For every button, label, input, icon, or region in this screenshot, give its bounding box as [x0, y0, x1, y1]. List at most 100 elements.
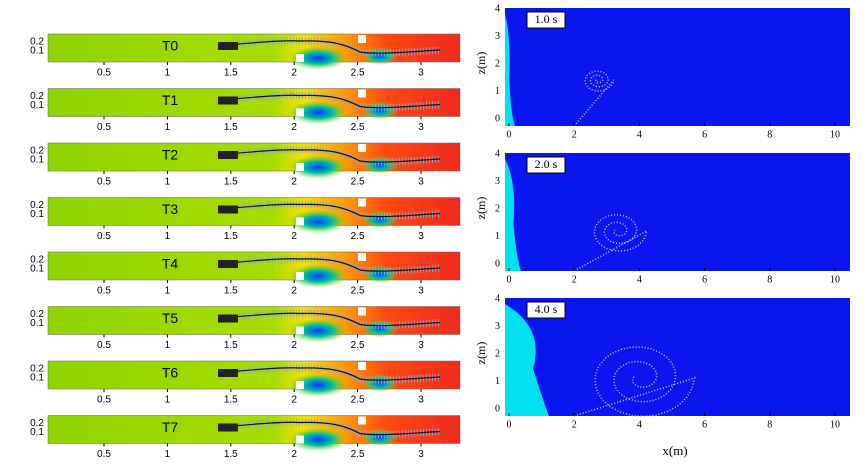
- y-tick-label: 1: [495, 86, 500, 97]
- y-tick-label: 2: [495, 58, 500, 69]
- x-tick-label: 4: [637, 274, 642, 285]
- x-tick-label: 1: [165, 449, 171, 460]
- streamline: [217, 149, 441, 163]
- x-tick-label: 2: [291, 122, 297, 133]
- field-strip: [47, 33, 461, 63]
- field-strip: [47, 415, 461, 444]
- y-tick-label: 3: [495, 176, 500, 187]
- notch: [358, 362, 366, 370]
- x-tick-label: 2.5: [351, 449, 365, 460]
- notch: [358, 144, 366, 152]
- x-tick-label: 6: [702, 274, 707, 285]
- x-tick-label: 3: [418, 286, 424, 297]
- y-tick-label: 2: [495, 203, 500, 214]
- field-blob: [362, 374, 398, 392]
- x-tick-label: 6: [702, 129, 707, 140]
- inlet-hatch: [218, 42, 238, 50]
- y-tick-label: 0.1: [30, 209, 44, 220]
- water-column: [505, 304, 549, 416]
- x-tick-label: 0.5: [97, 449, 111, 460]
- field-blob: [362, 47, 398, 65]
- x-tick-label: 1: [165, 122, 171, 133]
- field-blob: [288, 155, 348, 179]
- strip-label: T3: [162, 201, 179, 217]
- x-tick-label: 3: [418, 177, 424, 188]
- x-tick-label: 1.5: [224, 395, 238, 406]
- streamline: [217, 421, 441, 436]
- field-blob: [288, 209, 348, 234]
- x-tick-label: 0: [507, 274, 512, 285]
- y-tick-label: 0.1: [30, 373, 44, 384]
- y-tick-label: 0: [495, 113, 500, 124]
- y-tick-label: 3: [495, 31, 500, 42]
- field-blob: [288, 318, 348, 343]
- x-tick-label: 0: [507, 419, 512, 430]
- x-tick-label: 1.5: [224, 340, 238, 351]
- notch: [296, 381, 304, 389]
- y-tick-label: 0.2: [30, 200, 44, 211]
- x-tick-label: 3: [418, 395, 424, 406]
- y-axis-label: z(m): [474, 342, 488, 365]
- time-label: 4.0 s: [535, 302, 558, 316]
- time-label: 2.0 s: [535, 157, 558, 171]
- x-tick-label: 10: [830, 129, 840, 140]
- field-blob: [362, 156, 398, 174]
- x-tick-label: 8: [767, 419, 772, 430]
- field-blob: [288, 427, 348, 452]
- x-tick-label: 2.5: [351, 231, 365, 242]
- x-tick-label: 2: [291, 231, 297, 242]
- field-blob: [288, 100, 348, 125]
- y-tick-label: 3: [495, 321, 500, 332]
- x-tick-label: 0.5: [97, 395, 111, 406]
- x-tick-label: 2: [291, 177, 297, 188]
- field-strip: [47, 197, 461, 226]
- x-tick-label: 1: [165, 395, 171, 406]
- y-tick-label: 4: [495, 148, 500, 159]
- x-tick-label: 2: [291, 286, 297, 297]
- field-blob: [362, 210, 398, 229]
- y-tick-label: 0.1: [30, 318, 44, 329]
- notch: [296, 217, 304, 226]
- field-strip: [47, 251, 461, 281]
- streamline: [217, 40, 441, 54]
- field-blob: [362, 101, 398, 120]
- y-tick-label: 4: [495, 3, 500, 14]
- x-tick-label: 0.5: [97, 68, 111, 79]
- strip-label: T7: [162, 419, 179, 435]
- water-column: [505, 159, 521, 271]
- y-tick-label: 0.2: [30, 309, 44, 320]
- x-tick-label: 1: [165, 340, 171, 351]
- y-tick-label: 0: [495, 403, 500, 414]
- streamline: [217, 258, 441, 272]
- y-axis-label: z(m): [474, 197, 488, 220]
- field-blob: [288, 264, 348, 288]
- y-tick-label: 0.1: [30, 46, 44, 57]
- x-tick-label: 8: [767, 129, 772, 140]
- strip-label: T5: [162, 310, 179, 326]
- y-tick-label: 1: [495, 231, 500, 242]
- streamline: [217, 312, 441, 327]
- notch: [296, 326, 304, 335]
- water-column: [505, 14, 515, 126]
- y-tick-label: 1: [495, 376, 500, 387]
- x-tick-label: 3: [418, 449, 424, 460]
- streamline: [217, 203, 441, 218]
- x-tick-label: 2: [291, 340, 297, 351]
- y-tick-label: 0.2: [30, 37, 44, 48]
- notch: [358, 307, 366, 316]
- notch: [296, 108, 304, 117]
- x-tick-label: 1: [165, 286, 171, 297]
- field-strip: [47, 360, 461, 390]
- notch: [358, 35, 366, 43]
- y-tick-label: 0.1: [30, 264, 44, 275]
- x-tick-label: 2.5: [351, 122, 365, 133]
- time-box: [526, 156, 566, 174]
- inlet-hatch: [218, 369, 238, 377]
- x-tick-label: 2.5: [351, 395, 365, 406]
- y-tick-label: 0: [495, 258, 500, 269]
- y-tick-label: 0.1: [30, 100, 44, 111]
- x-tick-label: 2.5: [351, 177, 365, 188]
- x-tick-label: 4: [637, 129, 642, 140]
- vortex-particles: [573, 70, 615, 127]
- x-tick-label: 1.5: [224, 68, 238, 79]
